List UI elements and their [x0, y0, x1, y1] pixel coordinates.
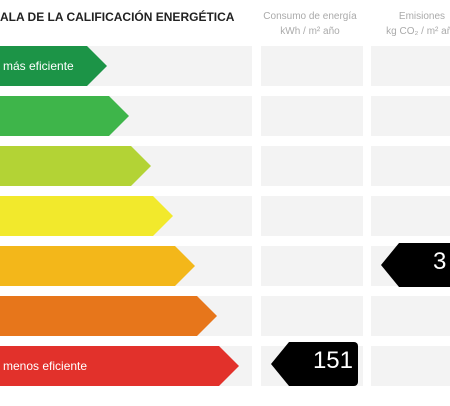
- consumo-cell: [261, 96, 363, 136]
- emisiones-cell: [371, 196, 450, 236]
- emisiones-cell: [371, 46, 450, 86]
- emisiones-header-line2: kg CO₂ / m² año: [386, 26, 450, 37]
- rating-arrow-5: [0, 246, 195, 286]
- rating-row: más eficiente: [0, 46, 450, 86]
- emisiones-header-line1: Emisiones: [398, 11, 446, 22]
- emisiones-cell: [371, 146, 450, 186]
- rating-row: [0, 196, 450, 236]
- rating-arrow-6: [0, 296, 217, 336]
- rating-arrow-1: [0, 46, 107, 86]
- rating-arrow-7: [0, 346, 239, 386]
- scale-title: ALA DE LA CALIFICACIÓN ENERGÉTICA: [0, 10, 235, 24]
- emisiones-header: Emisiones kg CO₂ / m² año: [372, 9, 450, 39]
- rating-label-least-efficient: menos eficiente: [3, 359, 88, 373]
- rating-row: menos eficiente: [0, 346, 450, 386]
- rating-row: [0, 296, 450, 336]
- emisiones-cell: [371, 346, 450, 386]
- consumo-cell: [261, 246, 363, 286]
- rating-arrow-2: [0, 96, 129, 136]
- consumo-header-line2: kWh / m² año: [280, 26, 340, 37]
- emisiones-cell: [371, 296, 450, 336]
- emisiones-cell: [371, 96, 450, 136]
- rating-label-most-efficient: más eficiente: [3, 59, 74, 73]
- consumo-cell: [261, 146, 363, 186]
- consumo-cell: [261, 196, 363, 236]
- consumo-cell: [261, 46, 363, 86]
- rating-row: [0, 96, 450, 136]
- rating-arrow-3: [0, 146, 151, 186]
- rating-row: [0, 146, 450, 186]
- consumo-header: Consumo de energía kWh / m² año: [260, 9, 360, 39]
- consumo-cell: [261, 296, 363, 336]
- consumo-header-line1: Consumo de energía: [263, 11, 357, 22]
- rating-arrow-4: [0, 196, 173, 236]
- consumo-rating-marker: 151: [271, 342, 358, 386]
